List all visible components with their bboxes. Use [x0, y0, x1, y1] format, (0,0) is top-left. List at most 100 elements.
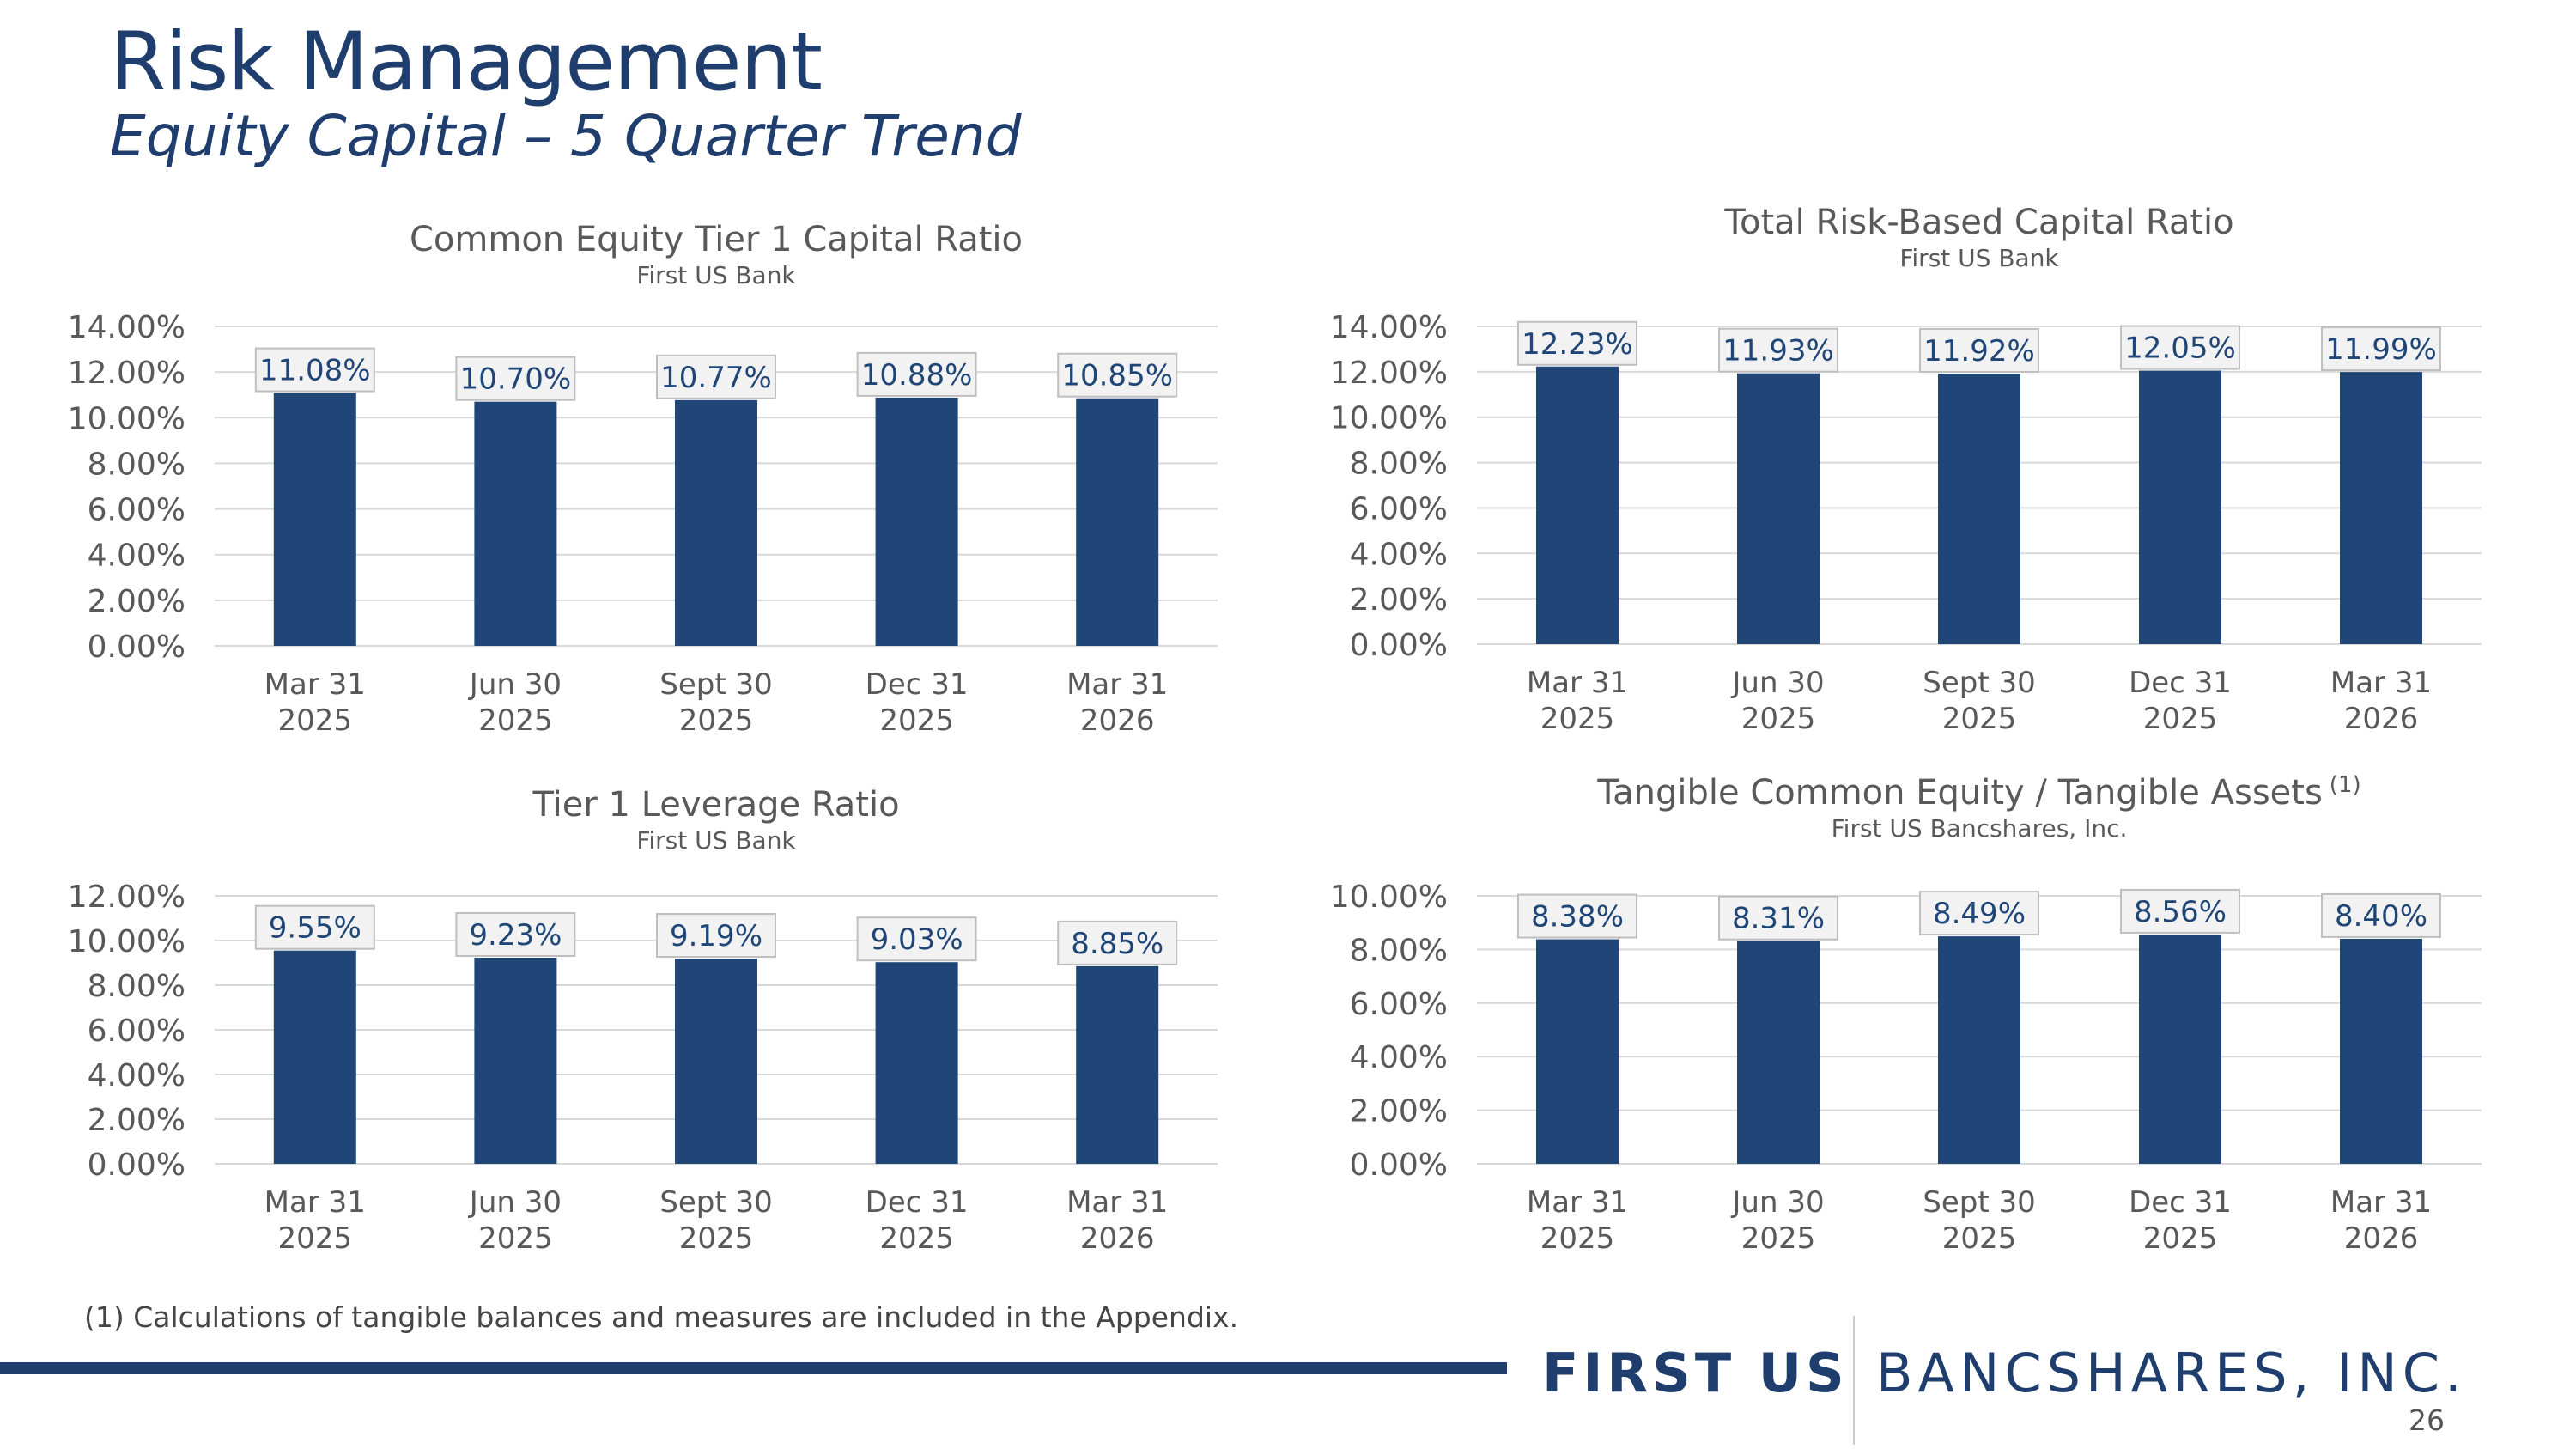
x-tick-label-year: 2025 [278, 1221, 353, 1256]
x-tick-label-year: 2025 [2143, 702, 2218, 736]
bar [1737, 373, 1820, 644]
x-tick-label-year: 2025 [1741, 702, 1816, 736]
y-tick-label: 2.00% [1350, 1094, 1448, 1129]
y-tick-label: 0.00% [88, 630, 185, 665]
chart-subtitle: First US Bank [636, 261, 796, 289]
data-label-box [1517, 893, 1637, 939]
data-label: 8.31% [1732, 902, 1825, 936]
page-subtitle: Equity Capital – 5 Quarter Trend [110, 103, 1022, 169]
data-label-box [2120, 325, 2240, 370]
y-tick-label: 12.00% [68, 356, 185, 391]
footer-rule [0, 1362, 1507, 1374]
x-tick-label: Jun 30 [468, 667, 562, 702]
data-label: 11.93% [1722, 334, 1834, 368]
x-tick-label-year: 2025 [679, 1221, 754, 1256]
data-label-box [1718, 895, 1838, 941]
data-label: 10.70% [460, 362, 572, 397]
x-tick-label: Dec 31 [2129, 1185, 2232, 1220]
bar [2139, 370, 2221, 644]
page-number: 26 [2409, 1403, 2445, 1437]
data-label-box [1057, 352, 1178, 398]
y-tick-label: 8.00% [1350, 447, 1448, 482]
data-label: 12.05% [2124, 332, 2236, 366]
y-tick-label: 2.00% [1350, 582, 1448, 618]
bar [875, 397, 958, 646]
x-tick-label: Sept 30 [659, 1185, 772, 1220]
y-tick-label: 2.00% [88, 584, 185, 619]
data-label-box [455, 912, 576, 958]
y-tick-label: 6.00% [88, 493, 185, 528]
x-tick-label-year: 2025 [478, 1221, 553, 1256]
chart-title-superscript: (1) [2330, 772, 2361, 798]
data-label: 10.88% [861, 358, 973, 393]
x-tick-label-year: 2025 [1540, 1221, 1615, 1256]
data-label: 9.55% [269, 911, 361, 946]
x-tick-label: Mar 31 [264, 667, 366, 702]
chart-1: Common Equity Tier 1 Capital RatioFirst … [68, 220, 1218, 738]
footnote: (1) Calculations of tangible balances an… [84, 1300, 1239, 1334]
brand-logo-first-us: FIRST US [1542, 1342, 1849, 1404]
y-tick-label: 6.00% [1350, 491, 1448, 527]
x-tick-label: Dec 31 [2129, 666, 2232, 700]
x-tick-label-year: 2025 [879, 703, 954, 738]
data-label: 10.85% [1061, 359, 1173, 393]
data-label: 9.23% [469, 918, 562, 953]
data-label: 8.49% [1933, 897, 2026, 931]
bar [675, 399, 757, 646]
y-tick-label: 2.00% [88, 1103, 185, 1138]
data-label: 11.99% [2325, 332, 2437, 367]
x-tick-label-year: 2026 [2344, 1221, 2419, 1256]
x-tick-label-year: 2025 [278, 703, 353, 738]
data-label: 8.56% [2134, 895, 2227, 929]
data-label-box [1057, 920, 1178, 965]
bar [1938, 373, 2020, 644]
y-tick-label: 6.00% [1350, 987, 1448, 1022]
bar [273, 393, 356, 646]
bar [474, 958, 557, 1164]
bar [1536, 939, 1619, 1164]
bar [875, 962, 958, 1164]
x-tick-label-year: 2025 [679, 703, 754, 738]
chart-title: Common Equity Tier 1 Capital Ratio [410, 220, 1023, 259]
y-tick-label: 4.00% [88, 539, 185, 574]
data-label: 9.03% [871, 922, 963, 957]
data-label-box [656, 354, 776, 399]
x-tick-label: Dec 31 [866, 1185, 969, 1220]
chart-subtitle: First US Bank [636, 826, 796, 855]
bar [2139, 934, 2221, 1164]
x-tick-label: Sept 30 [1923, 1185, 2035, 1220]
bar [2340, 938, 2422, 1164]
x-tick-label: Mar 31 [2330, 666, 2432, 700]
chart-title: Tier 1 Leverage Ratio [532, 785, 899, 825]
x-tick-label: Jun 30 [1730, 666, 1824, 700]
x-tick-label: Dec 31 [866, 667, 969, 702]
y-tick-label: 0.00% [1350, 1148, 1448, 1183]
data-label-box [1718, 327, 1838, 373]
data-label: 11.08% [259, 354, 371, 388]
y-tick-label: 10.00% [68, 401, 185, 436]
bar [675, 959, 757, 1164]
data-label: 8.40% [2335, 899, 2427, 934]
x-tick-label: Jun 30 [468, 1185, 562, 1220]
data-label-box [856, 351, 977, 397]
y-tick-label: 8.00% [1350, 933, 1448, 968]
x-tick-label-year: 2025 [478, 703, 553, 738]
bar [2340, 372, 2422, 644]
y-tick-label: 0.00% [1350, 628, 1448, 663]
data-label-box [856, 916, 977, 962]
x-tick-label: Sept 30 [659, 667, 772, 702]
y-tick-label: 8.00% [88, 447, 185, 482]
page-title: Risk Management [110, 15, 823, 109]
bar [1536, 366, 1619, 644]
x-tick-label: Mar 31 [1066, 667, 1168, 702]
y-tick-label: 0.00% [88, 1148, 185, 1183]
bar [273, 950, 356, 1164]
x-tick-label-year: 2025 [879, 1221, 954, 1256]
x-tick-label: Jun 30 [1730, 1185, 1824, 1220]
bar [1737, 941, 1820, 1164]
y-tick-label: 12.00% [68, 880, 185, 915]
x-tick-label-year: 2025 [1942, 1221, 2017, 1256]
data-label-box [1919, 327, 2039, 373]
